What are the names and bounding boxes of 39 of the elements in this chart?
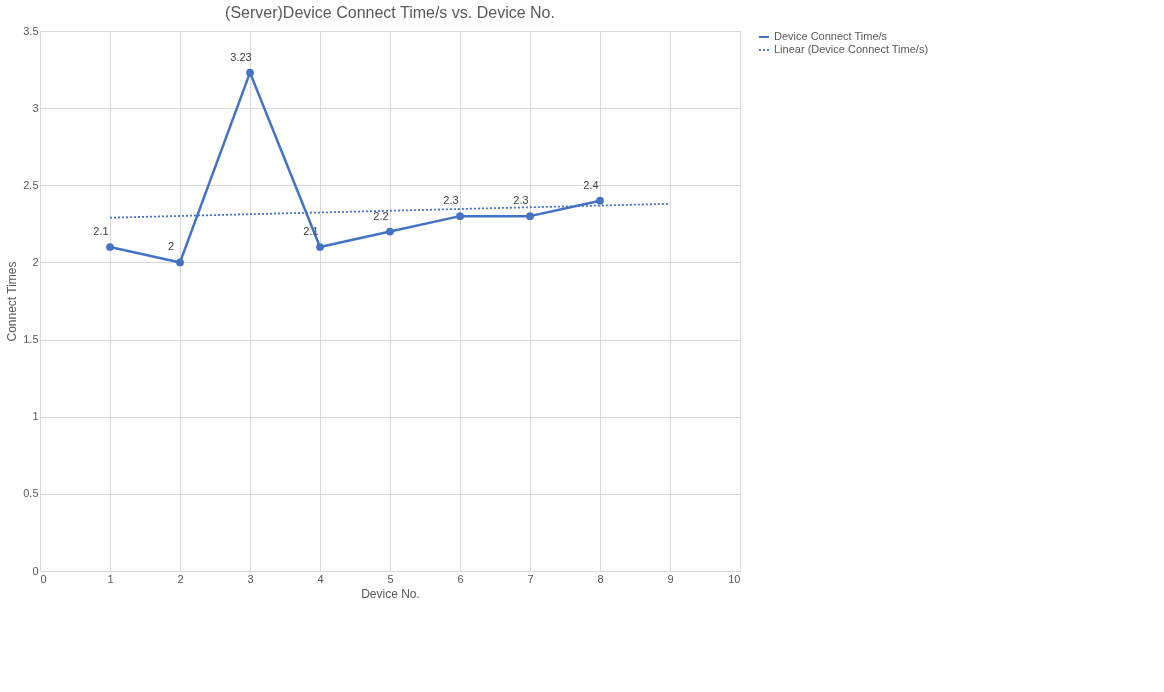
y-axis-title: Connect Times: [5, 261, 20, 342]
y-tick-label: 3: [32, 101, 39, 114]
x-tick-label: 6: [457, 572, 464, 585]
point: [456, 212, 464, 221]
x-tick-label: 4: [317, 572, 324, 585]
x-tick-label: 1: [107, 572, 114, 585]
y-tick-label: 1.5: [23, 333, 39, 346]
x-tick-label: 7: [527, 572, 534, 585]
y-tick-label: 3.5: [23, 24, 39, 37]
point: [386, 227, 394, 236]
x-axis-title: Device No.: [361, 586, 420, 601]
x-tick-label: 5: [387, 572, 394, 585]
x-tick-label: 0: [40, 572, 47, 585]
y-tick-label: 0: [32, 564, 39, 577]
point: [106, 243, 114, 251]
x-tick-label: 8: [597, 572, 604, 585]
data-label: 2.3: [513, 194, 529, 207]
x-tick-label: 3: [247, 572, 254, 585]
legend-label: Device Connect Time/s: [774, 30, 888, 42]
point: [526, 212, 534, 221]
y-tick-label: 1: [32, 410, 39, 423]
legend-label: Linear (Device Connect Time/s): [774, 43, 929, 55]
x-tick-label: 9: [667, 572, 674, 585]
y-tick-label: 2.5: [23, 178, 39, 191]
y-tick-label: 0.5: [23, 487, 39, 500]
x-tick-label: 2: [177, 572, 184, 585]
point: [246, 68, 254, 77]
data-label: 2.2: [373, 209, 389, 222]
y-tick-label: 2: [32, 255, 39, 268]
point: [596, 196, 604, 205]
point: [176, 258, 184, 267]
x-tick-label: 10: [728, 572, 741, 585]
data-label: 2.1: [93, 225, 109, 237]
data-label: 2: [167, 240, 175, 253]
data-label: 2.4: [583, 178, 599, 191]
data-label: 2.3: [443, 194, 459, 207]
data-label: 3.23: [230, 50, 252, 63]
point: [316, 243, 324, 251]
chart-title: (Server)Device Connect Time/s vs. Device No.: [225, 4, 555, 21]
